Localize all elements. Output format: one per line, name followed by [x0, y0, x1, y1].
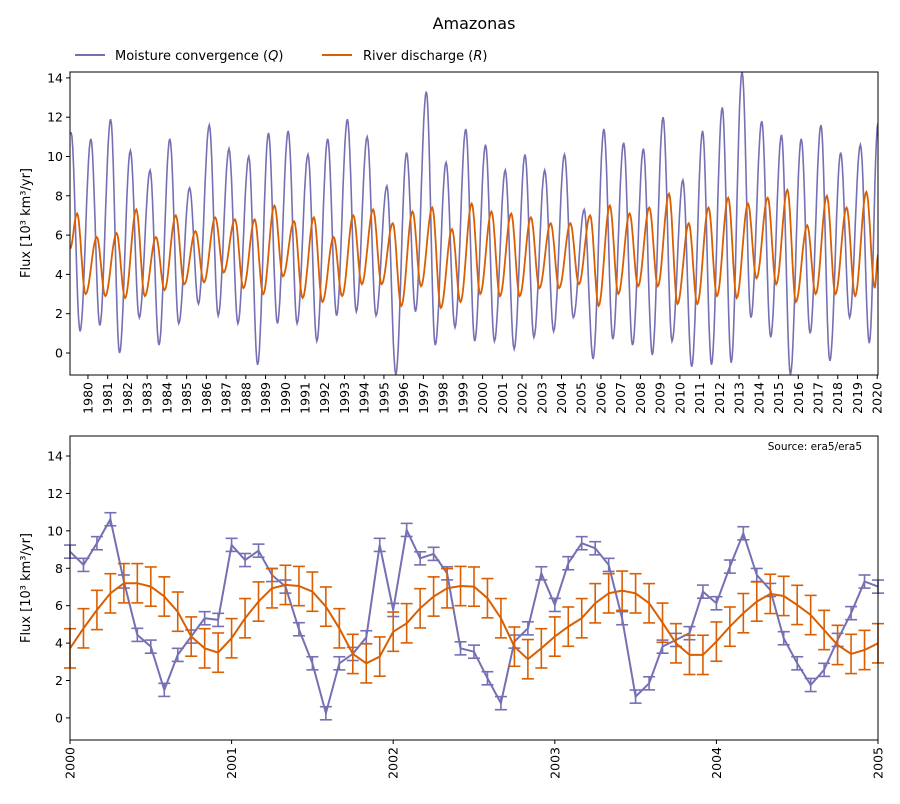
x-tick-label-year: 2001	[224, 747, 239, 779]
x-tick-label-year: 2002	[386, 747, 401, 779]
y-tick-label: 10	[47, 523, 63, 538]
x-tick-label-year: 2009	[653, 382, 668, 414]
x-tick-label-year: 1996	[396, 382, 411, 414]
x-tick-label-year: 1980	[80, 382, 95, 414]
plot-frame	[69, 435, 879, 741]
x-tick-label-year: 2000	[63, 747, 78, 779]
y-tick-label: 14	[47, 70, 63, 85]
y-tick-label: 8	[55, 188, 63, 203]
x-tick-label-year: 2015	[771, 382, 786, 414]
top-ylabel: Flux [10³ km³/yr]	[19, 168, 34, 278]
y-tick-label: 12	[47, 110, 63, 125]
x-tick-label-year: 2020	[870, 382, 885, 414]
y-tick-label: 10	[47, 149, 63, 164]
x-tick-label-year: 2002	[515, 382, 530, 414]
y-tick-label: 4	[55, 267, 63, 282]
y-tick-label: 0	[55, 710, 63, 725]
x-tick-label-year: 2010	[672, 382, 687, 414]
bottom-ylabel: Flux [10³ km³/yr]	[19, 533, 34, 643]
x-tick-label-year: 1988	[238, 382, 253, 414]
y-tick-label: 4	[55, 636, 63, 651]
x-tick-label-year: 2013	[732, 382, 747, 414]
y-tick-label: 14	[47, 449, 63, 464]
x-tick-label-year: 1983	[140, 382, 155, 414]
x-tick-label-year: 2003	[547, 747, 562, 779]
y-tick-label: 2	[55, 673, 63, 688]
y-tick-label: 0	[55, 345, 63, 360]
x-tick-label-year: 2001	[495, 382, 510, 414]
x-tick-label-year: 2004	[554, 382, 569, 414]
series-line-q	[70, 72, 878, 375]
x-tick-label-year: 2008	[633, 382, 648, 414]
x-tick-label-year: 2017	[811, 382, 826, 414]
chart-title: Amazonas	[433, 14, 516, 33]
x-tick-label-year: 1984	[159, 382, 174, 414]
x-tick-label-year: 1991	[298, 382, 313, 414]
x-tick-label-year: 2000	[475, 382, 490, 414]
x-tick-label-year: 2007	[613, 382, 628, 414]
x-tick-label-year: 1992	[317, 382, 332, 414]
x-tick-label-year: 2006	[593, 382, 608, 414]
x-tick-label-year: 1982	[120, 382, 135, 414]
x-tick-label-year: 1981	[100, 382, 115, 414]
x-tick-label-year: 2005	[574, 382, 589, 414]
x-tick-label-year: 1994	[357, 382, 372, 414]
x-tick-label-year: 2005	[871, 747, 886, 779]
x-tick-label-year: 2019	[850, 382, 865, 414]
x-tick-label-year: 2012	[712, 382, 727, 414]
x-tick-label-year: 1986	[199, 382, 214, 414]
x-tick-label-year: 2003	[534, 382, 549, 414]
x-tick-label-year: 2016	[791, 382, 806, 414]
x-tick-label-year: 1997	[416, 382, 431, 414]
x-tick-label-year: 1999	[455, 382, 470, 414]
plot-frame	[69, 71, 879, 376]
x-tick-label-year: 1995	[376, 382, 391, 414]
legend-label-r: River discharge (R)	[363, 49, 488, 64]
y-tick-label: 2	[55, 306, 63, 321]
x-tick-label-year: 1989	[258, 382, 273, 414]
x-tick-label-year: 2011	[692, 382, 707, 414]
x-tick-label-year: 1985	[179, 382, 194, 414]
x-tick-label-year: 1987	[219, 382, 234, 414]
y-tick-label: 8	[55, 561, 63, 576]
legend: Moisture convergence (Q) River discharge…	[75, 49, 488, 64]
x-tick-label-year: 2004	[709, 747, 724, 779]
x-tick-label-year: 1990	[278, 382, 293, 414]
x-tick-label-year: 2018	[830, 382, 845, 414]
x-tick-label-year: 1993	[337, 382, 352, 414]
y-tick-label: 6	[55, 598, 63, 613]
legend-label-q: Moisture convergence (Q)	[115, 49, 283, 64]
top-plot: 0 2 4 6 8 10 12 14 1980 1981 1982 1983 1984 1985 1986 1…	[47, 70, 885, 413]
series-line-r	[70, 187, 878, 310]
source-annotation: Source: era5/era5	[768, 441, 862, 453]
x-tick-label-year: 1998	[436, 382, 451, 414]
bottom-plot: 0 2 4 6 8 10 12 14 2000 2001 2002 2003 2004 2005	[47, 435, 886, 779]
y-tick-label: 12	[47, 486, 63, 501]
y-tick-label: 6	[55, 228, 63, 243]
x-tick-label-year: 2014	[751, 382, 766, 414]
